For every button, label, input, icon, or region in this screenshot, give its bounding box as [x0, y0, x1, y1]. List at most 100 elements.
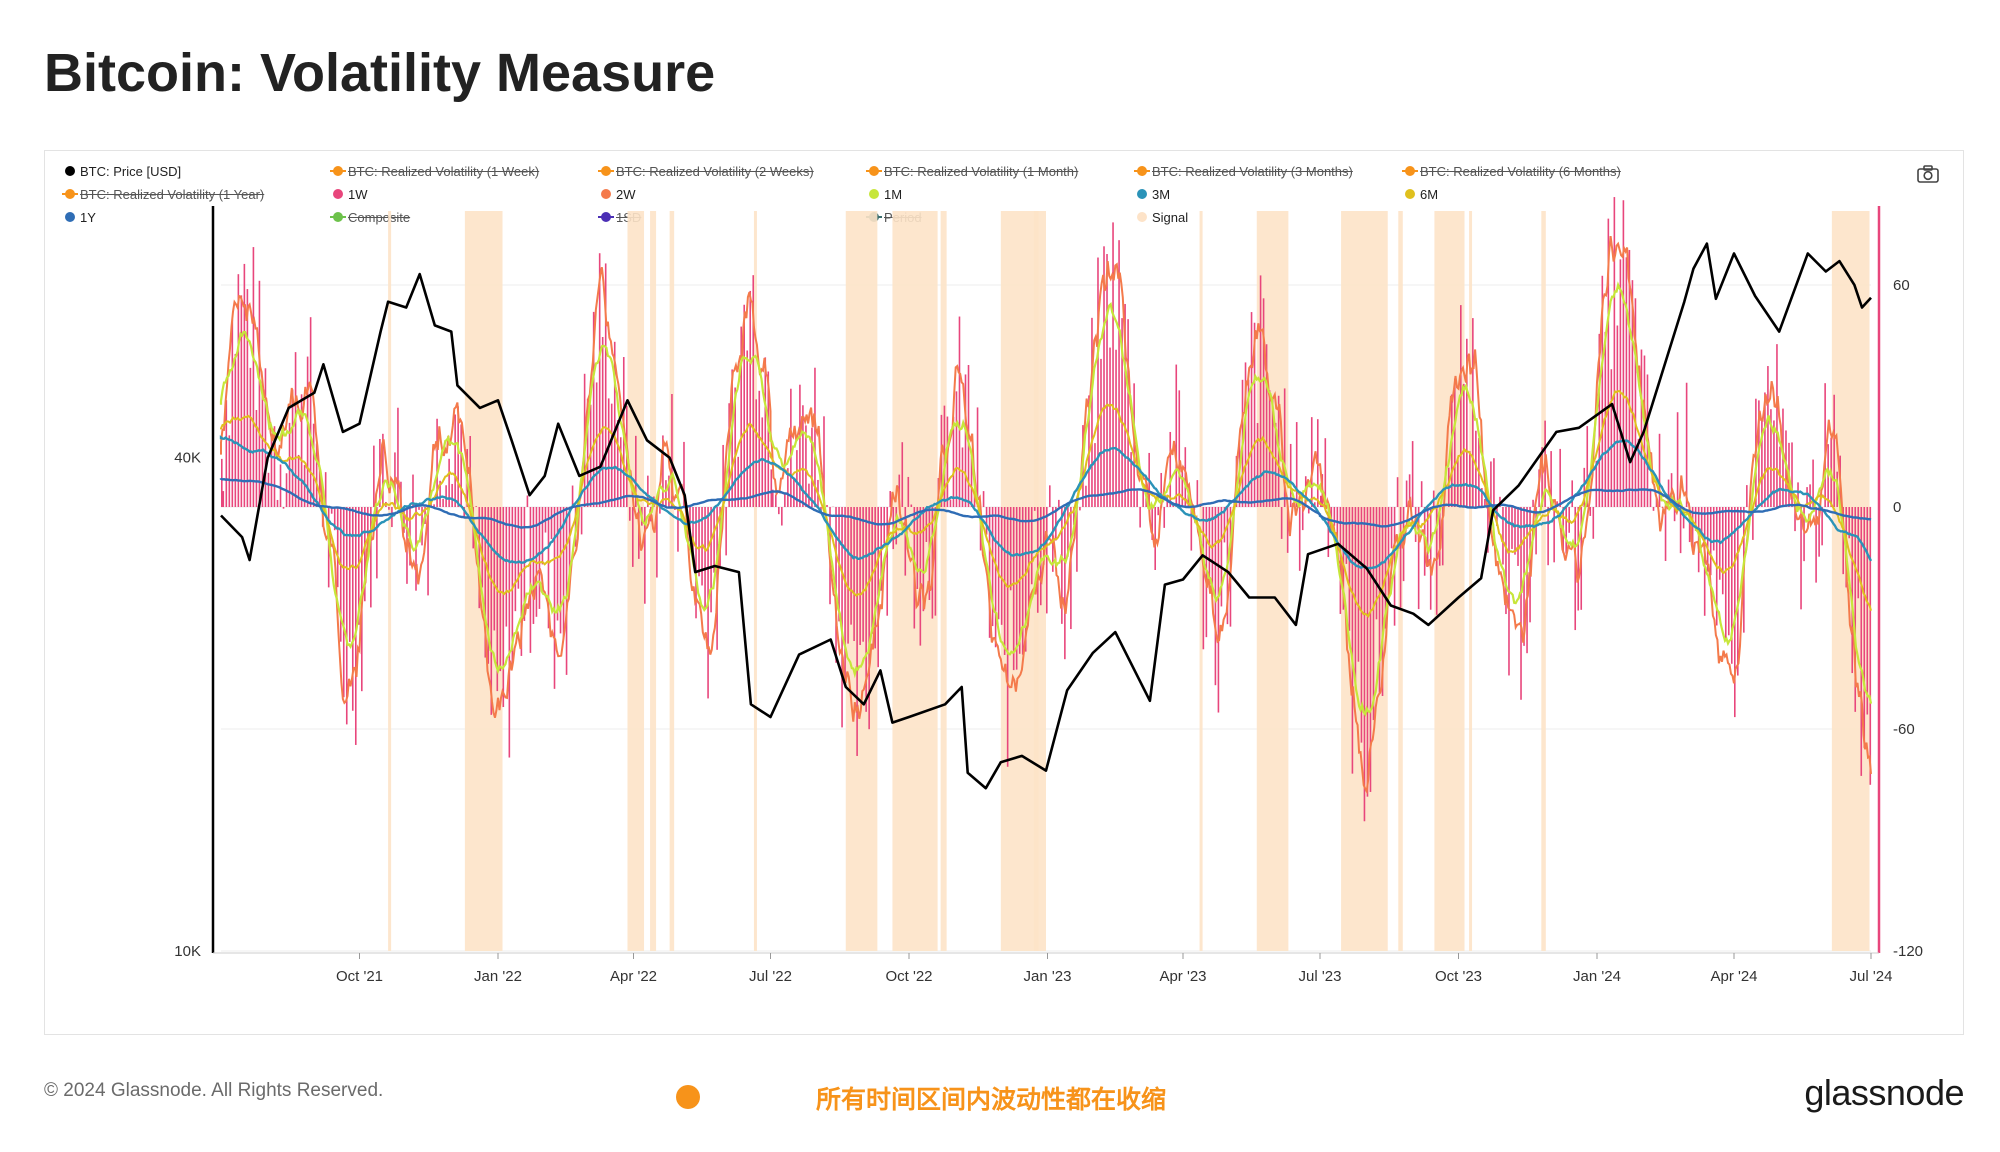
bar-1w [1064, 507, 1066, 660]
legend-dot-icon [866, 166, 882, 176]
legend-dot-icon [869, 189, 879, 199]
legend-label: 6M [1420, 186, 1439, 202]
line-6m [220, 390, 1872, 619]
signal-band [940, 211, 947, 951]
bar-1w [793, 477, 795, 507]
x-tick-label: Apr '23 [1159, 968, 1206, 985]
bar-1w [985, 507, 988, 535]
bar-1w [1006, 507, 1009, 767]
bar-1w [1493, 458, 1495, 507]
bar-1w [1384, 507, 1387, 629]
bar-1w [1673, 507, 1676, 522]
legend-label: Composite [348, 209, 411, 225]
bar-1w [403, 507, 405, 533]
bar-1w [1767, 366, 1769, 507]
legend-item[interactable]: BTC: Realized Volatility (1 Year) [62, 184, 264, 204]
bar-1w [787, 468, 789, 507]
bar-1w [1372, 507, 1375, 721]
bar-1w [1574, 507, 1577, 631]
bar-1w [823, 416, 825, 507]
bar-1w [1295, 422, 1298, 507]
bar-1w [1181, 466, 1184, 507]
bar-1w [523, 507, 526, 621]
bar-1w [1619, 259, 1622, 507]
legend-item[interactable]: 6M [1405, 184, 1438, 204]
bar-1w [511, 507, 514, 665]
x-tick-label: Oct '23 [1435, 968, 1482, 985]
legend-item[interactable]: 3M [1137, 184, 1170, 204]
bar-1w [1700, 507, 1703, 534]
bar-1w [1616, 325, 1619, 507]
bar-1w [1381, 507, 1384, 696]
bar-1w [1369, 507, 1372, 792]
legend-item[interactable]: 1M [869, 184, 902, 204]
bar-1w [1405, 480, 1408, 507]
legend-item[interactable]: BTC: Price [USD] [65, 161, 181, 181]
bar-1w [1520, 507, 1522, 700]
bar-1w [580, 507, 583, 535]
bar-1w [532, 507, 535, 624]
bar-1w [799, 384, 801, 507]
legend-item[interactable]: 2W [601, 184, 636, 204]
bar-1w [698, 507, 700, 577]
bar-1w [775, 494, 777, 507]
bar-1w [1283, 388, 1286, 507]
legend-dot-icon [65, 212, 75, 222]
bar-1w [958, 316, 961, 507]
bar-1w [1073, 507, 1075, 526]
legend-item[interactable]: BTC: Realized Volatility (1 Week) [330, 161, 539, 181]
bar-1w [1307, 507, 1310, 514]
legend-item[interactable]: BTC: Realized Volatility (2 Weeks) [598, 161, 814, 181]
bar-1w [246, 289, 249, 507]
bar-1w [1511, 507, 1513, 549]
bar-1w [919, 507, 922, 646]
bar-1w [1450, 394, 1453, 507]
legend-item[interactable]: BTC: Realized Volatility (3 Months) [1134, 161, 1353, 181]
bar-1w [1812, 459, 1814, 507]
bar-1w [740, 326, 742, 507]
bar-1w [749, 290, 752, 507]
camera-icon[interactable] [1917, 165, 1939, 183]
legend-item[interactable]: Signal [1137, 207, 1188, 227]
bar-1w [1565, 507, 1567, 554]
bar-1w [502, 507, 505, 708]
bar-1w [1354, 507, 1357, 687]
legend-label: Signal [1152, 209, 1189, 225]
bar-1w [1818, 507, 1820, 557]
bar-1w [850, 507, 852, 625]
bar-1w [1178, 390, 1181, 507]
bar-1w [282, 507, 285, 509]
bar-1w [1399, 507, 1402, 608]
bar-1w [1274, 422, 1277, 507]
bar-1w [1610, 369, 1613, 507]
legend-item[interactable]: 1W [333, 184, 368, 204]
bar-1w [1466, 338, 1468, 507]
bar-1w [267, 472, 270, 507]
bar-1w [300, 394, 303, 507]
bar-1w [758, 390, 761, 507]
bar-1w [853, 507, 855, 642]
y-right-tick-label: -60 [1893, 721, 1915, 738]
legend-item[interactable]: BTC: Realized Volatility (6 Months) [1402, 161, 1621, 181]
legend-item[interactable]: Composite [330, 207, 411, 227]
bar-1w [264, 368, 267, 507]
bar-1w [692, 507, 694, 558]
chart-panel: BTC: Price [USD] BTC: Realized Volatility… [44, 150, 1964, 1035]
bar-1w [1601, 275, 1604, 507]
bar-1w [312, 423, 315, 507]
bar-1w [847, 507, 849, 644]
bar-1w [949, 499, 952, 507]
legend-item[interactable]: BTC: Realized Volatility (1 Month) [866, 161, 1078, 181]
bar-1w [1411, 441, 1414, 507]
bar-1w [1481, 488, 1483, 507]
bar-1w [454, 414, 456, 507]
bar-1w [526, 495, 529, 507]
bar-1w [276, 499, 279, 507]
legend-item[interactable]: 1Y [65, 207, 96, 227]
bar-1w [514, 507, 517, 612]
bar-1w [826, 504, 828, 507]
bar-1w [784, 493, 786, 507]
bar-1w [1319, 495, 1322, 507]
legend-label: 3M [1152, 186, 1171, 202]
bar-1w [1109, 347, 1111, 507]
